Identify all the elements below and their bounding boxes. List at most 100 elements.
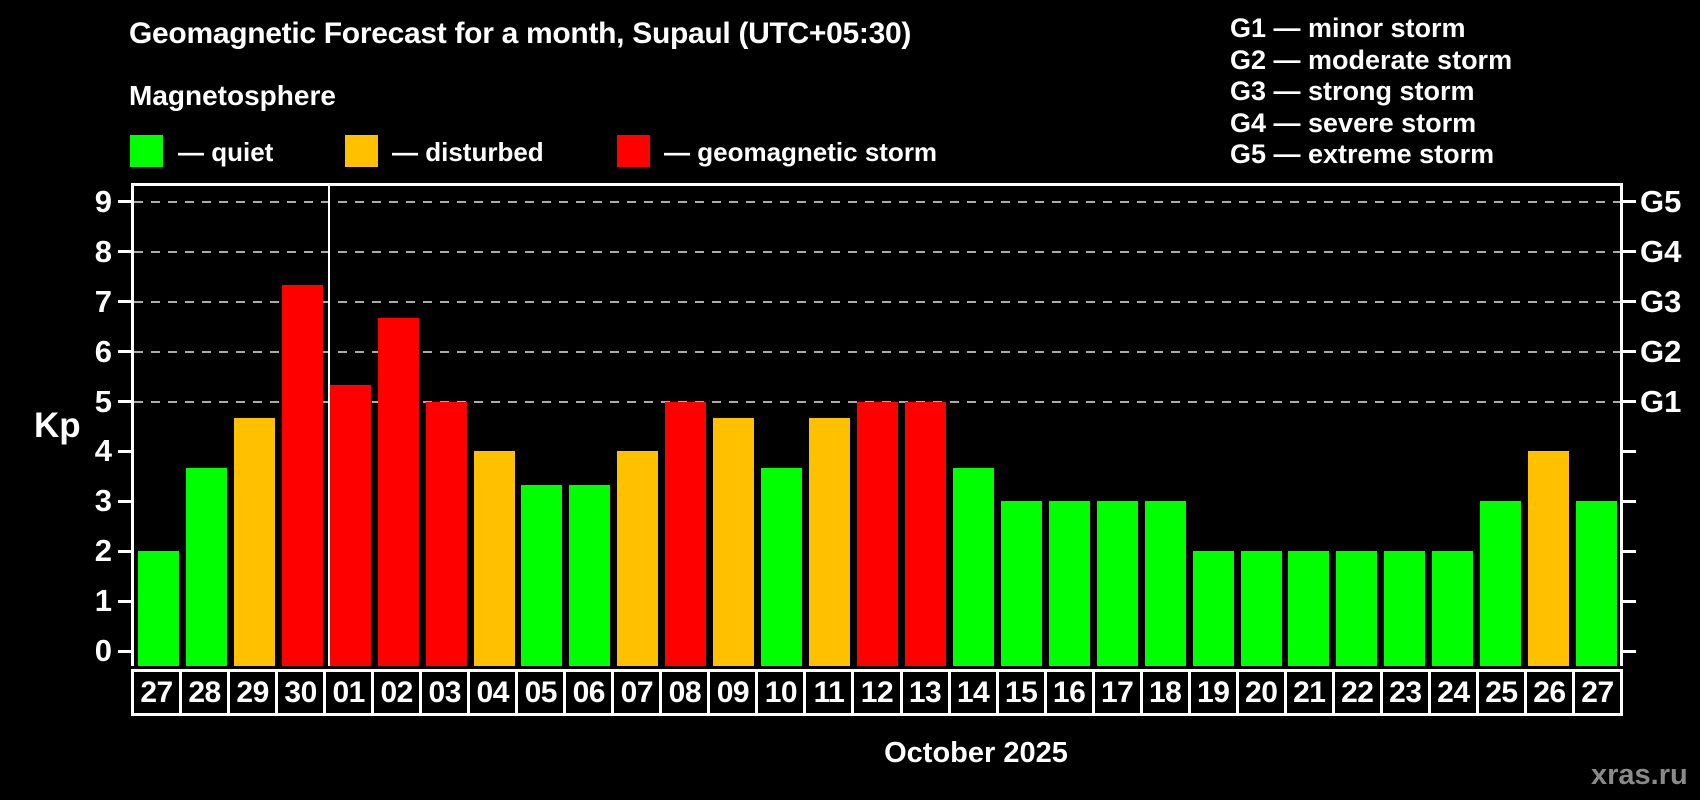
day-label-cell-17: 14 [951,672,999,713]
storm-scale-line-g3: G3 — strong storm [1230,76,1475,106]
y-tick-right-7 [1623,300,1636,304]
kp-bar-day-16 [1048,501,1090,666]
y-tick-left-5 [118,400,131,403]
day-label-cell-13: 10 [758,672,807,713]
storm-scale-line-g5: G5 — extreme storm [1230,139,1495,169]
day-label-cell-27: 24 [1431,672,1479,713]
kp-bar-day-23 [1384,551,1426,666]
y-tick-label-1: 1 [94,583,112,619]
storm-legend-swatch [617,135,650,167]
kp-bar-day-02 [377,318,419,666]
day-label-cell-20: 17 [1095,672,1143,713]
y-tick-right-0 [1623,649,1636,653]
kp-bar-day-26 [1528,451,1570,666]
y-tick-left-0 [118,649,131,653]
day-label-cell-2: 29 [230,672,279,713]
gridline-kp9 [134,200,1620,203]
kp-bar-day-09 [713,418,755,666]
kp-bar-day-03 [425,401,467,666]
y-tick-right-4 [1623,449,1636,453]
day-label-cell-22: 19 [1191,672,1239,713]
kp-bar-day-06 [569,484,611,666]
y-tick-left-8 [118,250,131,254]
quiet-legend-label: — quiet [178,137,274,167]
watermark-xras: xras.ru [1591,759,1688,791]
kp-bar-day-10 [761,467,803,666]
y-tick-label-9: 9 [94,183,112,219]
y-tick-label-0: 0 [94,633,112,668]
day-label-cell-16: 13 [903,672,951,713]
day-label-cell-19: 16 [1047,672,1095,713]
day-label-cell-30: 27 [1581,675,1614,709]
right-axis-label-g3: G3 [1640,283,1682,319]
kp-bar-day-08 [665,401,707,666]
gridline-kp7 [134,300,1620,303]
right-axis-label-g2: G2 [1640,333,1682,369]
kp-bar-day-17 [1096,501,1138,666]
y-tick-label-5: 5 [94,383,112,419]
day-label-cell-7: 04 [470,672,519,713]
month-boundary-line [327,186,331,666]
y-tick-label-4: 4 [94,433,112,469]
y-tick-left-9 [118,200,131,204]
storm-scale-line-g1: G1 — minor storm [1230,13,1466,43]
y-tick-right-8 [1623,250,1636,254]
y-tick-label-6: 6 [94,333,112,369]
day-label-cell-18: 15 [999,672,1047,713]
kp-bar-day-25 [1480,501,1522,666]
y-tick-label-2: 2 [94,533,112,569]
day-label-cell-15: 12 [854,672,903,713]
kp-bar-day-19 [1192,551,1234,666]
day-label-cell-12: 09 [710,672,759,713]
y-tick-left-4 [118,449,131,453]
kp-bar-day-28 [185,467,227,666]
day-label-cell-6: 03 [422,672,471,713]
y-tick-label-3: 3 [94,483,112,519]
y-tick-left-1 [118,599,131,603]
kp-bar-day-27 [138,551,179,666]
y-tick-right-9 [1623,200,1636,204]
day-label-cell-14: 11 [806,672,855,713]
y-tick-label-7: 7 [94,283,112,319]
x-axis-title: October 2025 [884,737,1068,769]
day-label-cell-21: 18 [1143,672,1191,713]
kp-bar-day-15 [1000,501,1042,666]
gridline-kp8 [134,250,1620,253]
y-tick-left-6 [118,350,131,354]
kp-bar-day-12 [857,401,899,666]
kp-bar-day-24 [1432,551,1474,666]
kp-bar-day-11 [809,418,851,666]
day-label-cell-10: 07 [614,672,663,713]
day-label-cell-23: 20 [1239,672,1287,713]
y-tick-left-7 [118,300,131,304]
x-axis-day-labels-row: 27 28 29 30 01 02 03 04 05 06 07 08 09 10 11 12 13 14 15 16… [131,669,1623,716]
y-tick-label-8: 8 [94,233,112,269]
day-label-cell-25: 22 [1335,672,1383,713]
kp-bar-day-05 [521,484,563,666]
disturbed-legend-swatch [345,135,378,167]
y-tick-left-3 [118,499,131,503]
day-label-cell-0: 27 [134,672,183,713]
day-label-cell-28: 25 [1479,672,1527,713]
magnetosphere-subtitle: Magnetosphere [129,80,336,111]
kp-bar-day-07 [617,451,659,666]
kp-bar-day-21 [1288,551,1330,666]
day-label-cell-26: 23 [1383,672,1431,713]
day-label-cell-3: 30 [278,672,327,713]
storm-scale-line-g2: G2 — moderate storm [1230,44,1513,75]
right-axis-label-g5: G5 [1640,183,1682,219]
storm-scale-legend: G1 — minor storm G2 — moderate storm G3 … [1230,13,1512,171]
chart-title: Geomagnetic Forecast for a month, Supaul… [129,17,912,50]
kp-bar-day-13 [904,401,946,666]
y-tick-left-2 [118,549,131,553]
kp-bar-day-27 [1576,501,1618,666]
day-label-cell-29: 26 [1527,672,1575,713]
day-label-cell-8: 05 [518,672,567,713]
y-tick-right-1 [1623,599,1636,603]
day-label-cell-1: 28 [182,672,231,713]
kp-bar-day-29 [233,418,275,666]
kp-bar-day-20 [1240,551,1282,666]
kp-bar-day-30 [281,285,323,666]
y-axis-label-kp: Kp [34,406,81,445]
